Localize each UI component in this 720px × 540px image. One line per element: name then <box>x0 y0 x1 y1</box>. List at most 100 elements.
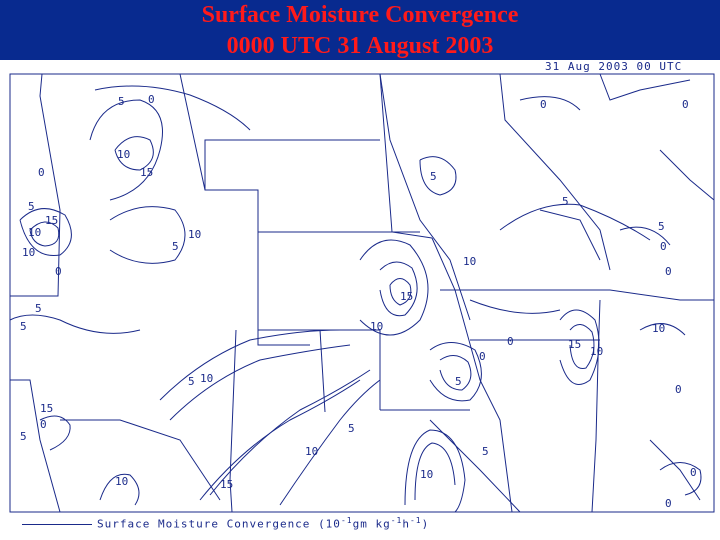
contours <box>9 85 702 513</box>
contour-line <box>389 278 412 306</box>
contour-label: 10 <box>200 372 213 385</box>
contour-label: 0 <box>675 383 682 396</box>
boundary-il-in <box>539 209 601 261</box>
contour-line <box>9 314 141 334</box>
contour-line <box>379 261 418 317</box>
contour-line <box>429 342 482 402</box>
contour-label: 0 <box>40 418 47 431</box>
legend-line-sample <box>22 524 92 525</box>
contour-label: 5 <box>118 95 125 108</box>
boundary-ky-tn <box>440 289 714 301</box>
boundary-montana-south <box>204 139 380 190</box>
contour-label: 5 <box>20 430 27 443</box>
boundary-sw <box>60 419 221 501</box>
contour-label: 15 <box>220 478 233 491</box>
contour-label: 10 <box>305 445 318 458</box>
contour-label: 5 <box>348 422 355 435</box>
contour-label: 10 <box>22 246 35 259</box>
contour-line <box>99 473 140 506</box>
contour-label-group: 5 0 10 15 5 0 10 15 5 10 10 5 0 5 10 15 … <box>20 93 697 510</box>
contour-label: 5 <box>28 200 35 213</box>
contour-line <box>89 99 163 201</box>
contour-line <box>279 379 381 506</box>
boundary-idaho-wyoming <box>179 73 259 330</box>
contour-line <box>659 462 702 496</box>
boundary-co-ks <box>258 329 381 410</box>
contour-line <box>404 429 466 513</box>
contour-label: 5 <box>188 375 195 388</box>
contour-label: 0 <box>55 265 62 278</box>
contour-line <box>209 369 371 496</box>
contour-line <box>114 136 154 171</box>
valid-time-label: 31 Aug 2003 00 UTC <box>545 60 683 73</box>
contour-label: 15 <box>40 402 53 415</box>
contour-line <box>19 208 72 257</box>
contour-label: 5 <box>172 240 179 253</box>
contour-label: 10 <box>652 322 665 335</box>
contour-label: 0 <box>665 497 672 510</box>
boundary-mo-ar <box>431 237 513 513</box>
contour-line <box>29 221 60 247</box>
contour-line <box>199 379 361 501</box>
contour-line <box>519 96 581 111</box>
contour-label: 0 <box>507 335 514 348</box>
contour-label: 5 <box>430 170 437 183</box>
boundary-mn-ia <box>379 73 471 321</box>
contour-line <box>359 239 429 336</box>
map-frame <box>9 73 715 513</box>
contour-label: 0 <box>690 466 697 479</box>
contour-line <box>439 355 472 391</box>
contour-label: 15 <box>45 214 58 227</box>
contour-label: 5 <box>20 320 27 333</box>
boundary-ne <box>659 149 715 201</box>
contour-label: 5 <box>562 195 569 208</box>
contour-label: 0 <box>479 350 486 363</box>
contour-label: 10 <box>117 148 130 161</box>
contour-line <box>469 299 561 314</box>
legend-field-name: Surface Moisture Convergence <box>97 517 311 531</box>
contour-label: 5 <box>482 445 489 458</box>
boundary-ms-river <box>591 299 601 513</box>
contour-label: 5 <box>658 220 665 233</box>
contour-label: 10 <box>188 228 201 241</box>
contour-line <box>639 323 686 336</box>
contour-label: 15 <box>140 166 153 179</box>
contour-line <box>414 442 456 501</box>
contour-label: 0 <box>540 98 547 111</box>
contour-label: 0 <box>665 265 672 278</box>
map-subtitle: 0000 UTC 31 August 2003 <box>226 33 494 59</box>
contour-label: 5 <box>35 302 42 315</box>
contour-label: 10 <box>28 226 41 239</box>
boundary-ca <box>10 379 61 513</box>
contour-line <box>499 203 651 241</box>
contour-label: 5 <box>455 375 462 388</box>
contour-line <box>559 309 600 385</box>
boundary-great-lakes <box>599 73 691 101</box>
contour-line <box>109 206 186 264</box>
boundary-ks-ok <box>319 329 326 413</box>
state-boundaries <box>10 73 715 513</box>
boundary-se <box>649 439 701 501</box>
contour-label: 10 <box>420 468 433 481</box>
title-bar: Surface Moisture Convergence 0000 UTC 31… <box>0 0 720 60</box>
contour-label: 0 <box>660 240 667 253</box>
contour-line <box>39 415 71 451</box>
contour-label: 10 <box>463 255 476 268</box>
contour-line <box>94 85 251 131</box>
contour-line <box>619 226 671 246</box>
contour-line <box>569 324 595 370</box>
boundary-nm-az <box>229 329 237 513</box>
contour-line <box>169 344 351 421</box>
boundary-dakotas <box>379 73 433 239</box>
contour-label: 0 <box>38 166 45 179</box>
boundary-tx-la <box>429 419 521 513</box>
boundary-west-a <box>10 73 61 297</box>
contour-label: 10 <box>590 345 603 358</box>
contour-label: 0 <box>682 98 689 111</box>
contour-label: 15 <box>400 290 413 303</box>
map-title: Surface Moisture Convergence <box>201 2 519 28</box>
contour-label: 0 <box>148 93 155 106</box>
contour-label: 10 <box>370 320 383 333</box>
legend-label: Surface Moisture Convergence (10-1gm kg-… <box>97 516 430 531</box>
